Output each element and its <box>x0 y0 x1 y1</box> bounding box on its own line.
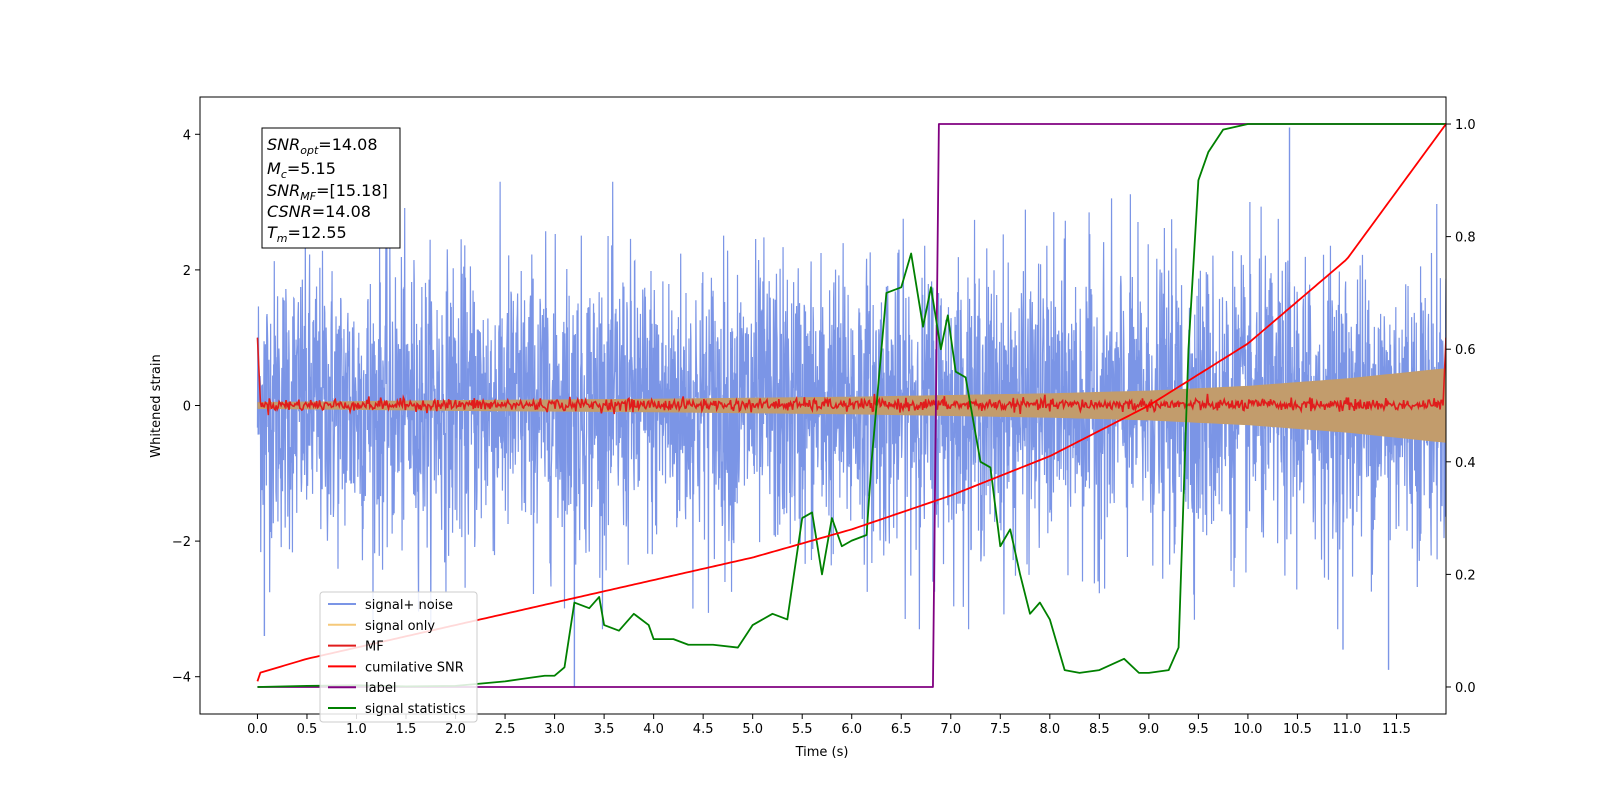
x-tick-label: 11.5 <box>1382 722 1411 737</box>
svg-text:SNRopt=14.08: SNRopt=14.08 <box>267 135 378 157</box>
x-tick-label: 1.0 <box>346 722 367 737</box>
x-tick-label: 10.5 <box>1283 722 1312 737</box>
x-tick-label: 5.0 <box>742 722 763 737</box>
legend-label-mf: MF <box>365 640 384 655</box>
y-left-tick-label: −2 <box>172 535 191 550</box>
plot-area <box>256 123 1446 688</box>
x-tick-label: 6.5 <box>891 722 912 737</box>
series-mf-line <box>256 337 1446 416</box>
x-tick-label: 2.5 <box>495 722 516 737</box>
x-tick-label: 2.0 <box>445 722 466 737</box>
y-axis-left: −4 −2 0 2 4 <box>172 128 200 686</box>
x-tick-label: 9.5 <box>1188 722 1209 737</box>
snr-mf-value: [15.18] <box>329 181 387 200</box>
x-tick-label: 7.0 <box>940 722 961 737</box>
x-tick-label: 5.5 <box>792 722 813 737</box>
annotation-box: SNRopt=14.08 Mc=5.15 SNRMF=[15.18] CSNR=… <box>261 127 401 249</box>
x-tick-label: 3.0 <box>544 722 565 737</box>
legend-label-signal-only: signal only <box>365 619 435 634</box>
y-right-tick-label: 0.4 <box>1455 456 1476 471</box>
x-tick-label: 9.0 <box>1139 722 1160 737</box>
y-left-tick-label: 0 <box>183 400 191 415</box>
x-tick-label: 0.5 <box>297 722 318 737</box>
legend: signal+ noise signal only MF cumilative SNR… <box>319 591 478 723</box>
x-tick-label: 7.5 <box>990 722 1011 737</box>
x-axis-title: Time (s) <box>795 745 849 760</box>
legend-label-cumilative-snr: cumilative SNR <box>365 660 464 675</box>
y-left-tick-label: 2 <box>183 264 191 279</box>
y-right-tick-label: 0.2 <box>1455 568 1476 583</box>
y-right-tick-label: 0.8 <box>1455 231 1476 246</box>
x-tick-label: 3.5 <box>594 722 615 737</box>
x-tick-label: 10.0 <box>1233 722 1262 737</box>
x-tick-label: 0.0 <box>247 722 268 737</box>
mc-value: 5.15 <box>300 159 336 178</box>
tm-value: 12.55 <box>301 223 347 242</box>
x-axis: 0.0 0.5 1.0 1.5 2.0 2.5 3.0 3.5 4.0 4.5 5.0 5.5 6.0 6… <box>247 714 1411 737</box>
x-tick-label: 6.0 <box>841 722 862 737</box>
legend-label-label: label <box>365 681 396 696</box>
series-signal-noise-line <box>256 181 1446 630</box>
svg-text:CSNR=14.08: CSNR=14.08 <box>267 202 371 221</box>
svg-text:Mc=5.15: Mc=5.15 <box>267 159 336 181</box>
y-left-tick-label: −4 <box>172 671 191 686</box>
y-axis-title: Whitened strain <box>149 354 164 457</box>
y-right-tick-label: 1.0 <box>1455 118 1476 133</box>
series-signal-only-band <box>257 368 1446 443</box>
y-left-tick-label: 4 <box>183 128 191 143</box>
csnr-value: 14.08 <box>325 202 371 221</box>
svg-text:SNRMF=[15.18]: SNRMF=[15.18] <box>267 181 388 203</box>
series-label-line <box>257 123 1446 688</box>
snr-opt-value: 14.08 <box>332 135 378 154</box>
svg-text:Tm=12.55: Tm=12.55 <box>267 223 347 245</box>
x-tick-label: 11.0 <box>1332 722 1361 737</box>
legend-label-signal-statistics: signal statistics <box>365 702 466 717</box>
x-tick-label: 4.5 <box>693 722 714 737</box>
y-axis-right: 0.0 0.2 0.4 0.6 0.8 1.0 <box>1446 118 1476 696</box>
y-right-tick-label: 0.6 <box>1455 343 1476 358</box>
x-tick-label: 8.5 <box>1089 722 1110 737</box>
legend-label-signal-noise: signal+ noise <box>365 598 453 613</box>
series-signal-statistics-line <box>257 123 1446 688</box>
y-right-tick-label: 0.0 <box>1455 681 1476 696</box>
x-tick-label: 4.0 <box>643 722 664 737</box>
x-tick-label: 1.5 <box>396 722 417 737</box>
x-tick-label: 8.0 <box>1039 722 1060 737</box>
